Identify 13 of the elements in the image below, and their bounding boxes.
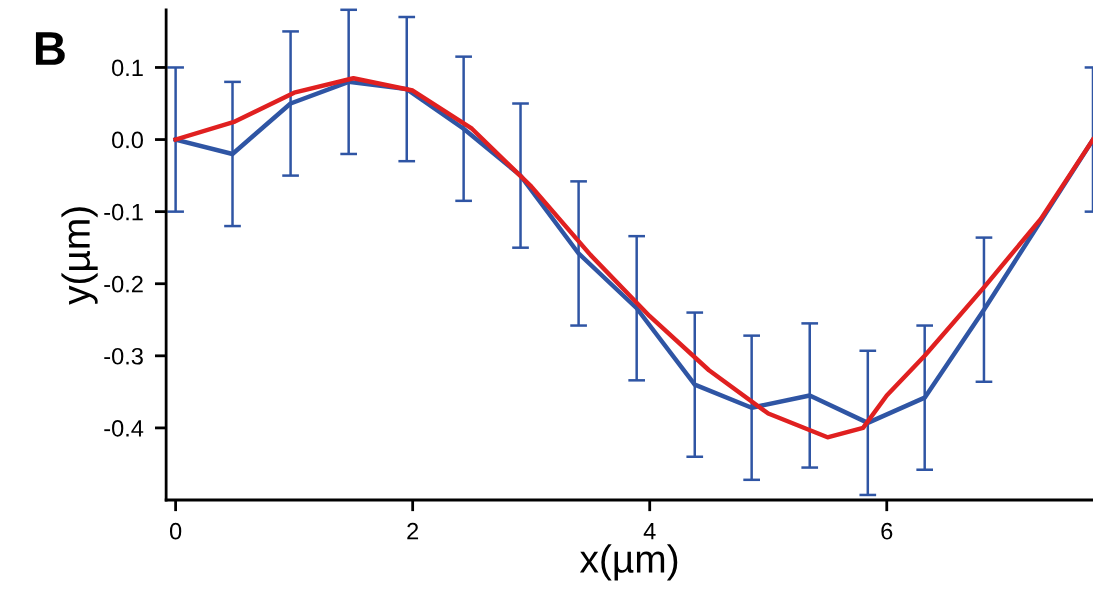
text: B: [35, 32, 65, 65]
x-tick-label: 2: [407, 522, 419, 540]
x-tick-label: 4: [643, 523, 656, 540]
y-tick-label: 0.0: [112, 131, 143, 149]
x-tick-label: 0: [169, 522, 182, 540]
y-tick-label: -0.4: [104, 419, 144, 437]
y-tick-label: 0.1: [112, 59, 143, 77]
y-tick-label: -0.2: [104, 275, 143, 293]
y-tick-label: -0.1: [104, 203, 143, 221]
y-tick-label: -0.3: [104, 347, 143, 365]
x-axis-title: x(µm): [579, 544, 678, 581]
x-tick-label: 6: [881, 522, 893, 540]
y-axis-title: y(µm): [61, 207, 98, 305]
